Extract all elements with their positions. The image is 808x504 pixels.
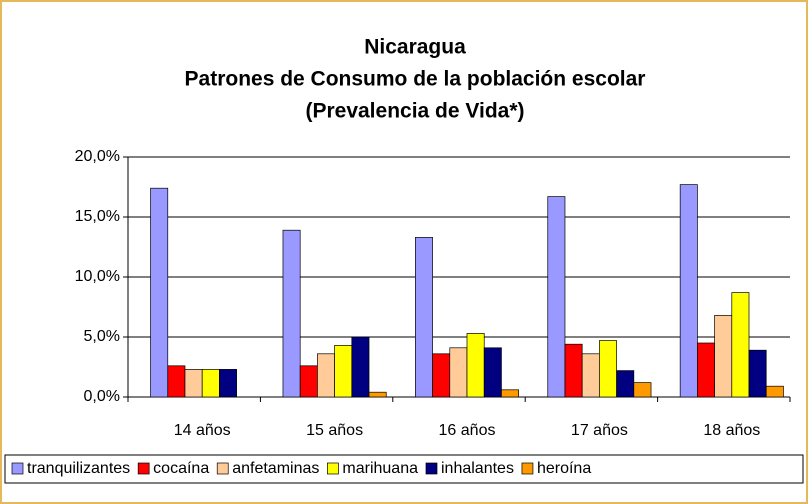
bar [547,196,566,398]
legend-swatch [11,462,24,475]
y-tick-label: 0,0% [84,388,120,405]
bar [616,370,635,398]
bar [765,385,784,398]
y-tick-label: 5,0% [84,328,120,345]
x-tick-label: 17 años [571,422,628,439]
x-tick-label: 16 años [439,422,496,439]
chart-title: (Prevalencia de Vida*) [305,100,524,123]
legend-swatch [521,462,534,475]
bar [415,237,433,398]
bar [697,342,715,398]
legend-swatch [425,462,438,475]
bar [351,336,370,398]
y-tick-label: 15,0% [75,208,120,225]
legend-label: inhalantes [441,460,514,477]
y-tick-label: 20,0% [75,148,120,165]
bar [167,365,186,398]
bar [150,187,169,398]
x-tick-label: 15 años [306,422,363,439]
bar [432,353,451,398]
bar [483,347,502,398]
bar [714,315,733,398]
chart-title: Patrones de Consumo de la población esco… [185,68,646,91]
x-tick-label: 14 años [174,422,231,439]
legend-swatch [216,462,229,475]
y-tick-label: 10,0% [75,268,120,285]
bar [299,365,318,398]
legend-label: anfetaminas [232,460,319,477]
bar [449,347,468,398]
bar [599,340,617,398]
bar [466,333,485,398]
bar [564,343,583,398]
bar [679,184,698,398]
bar [184,369,203,398]
bar [501,389,519,398]
bar [748,349,767,398]
legend-swatch [137,462,150,475]
bar [633,382,652,398]
bar [282,229,301,398]
legend-swatch [327,462,339,475]
bar [317,353,335,398]
x-tick-label: 18 años [703,422,760,439]
legend-label: cocaína [153,460,209,477]
bar [581,353,600,398]
chart-title: Nicaragua [364,36,466,59]
bar [731,292,750,398]
bar [201,369,220,398]
legend-label: heroína [537,460,591,477]
bar [219,369,237,398]
legend-label: marihuana [342,460,418,477]
bar [368,391,387,398]
bar [334,345,353,398]
legend-label: tranquilizantes [27,460,130,477]
